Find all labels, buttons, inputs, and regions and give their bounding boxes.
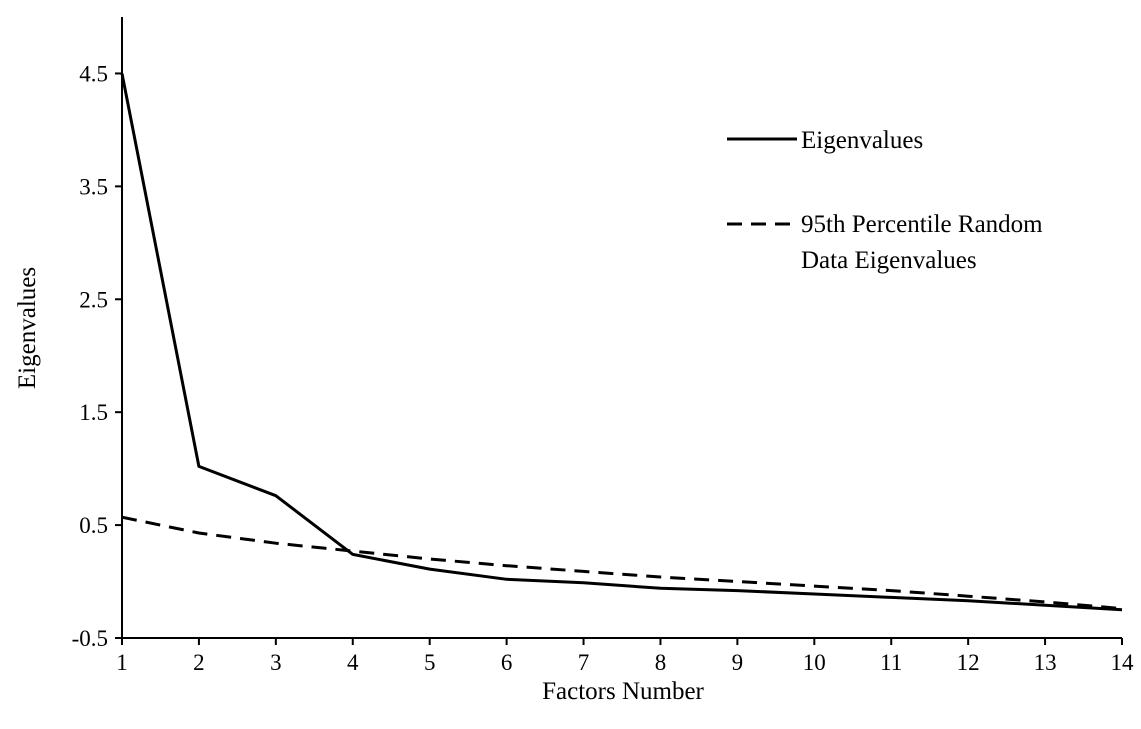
y-axis-title: Eigenvalues xyxy=(14,267,41,389)
y-tick-label: 4.5 xyxy=(79,61,108,86)
y-tick-label: 2.5 xyxy=(79,287,108,312)
series-lines xyxy=(120,73,1123,612)
y-tick-label: 3.5 xyxy=(79,174,108,199)
x-tick-label: 5 xyxy=(424,650,436,675)
x-tick-label: 2 xyxy=(193,650,205,675)
x-tick-label: 8 xyxy=(655,650,667,675)
y-tick-label: -0.5 xyxy=(72,626,108,651)
x-tick-label: 9 xyxy=(732,650,744,675)
x-tick-label: 13 xyxy=(1034,650,1057,675)
y-tick-label: 1.5 xyxy=(79,400,108,425)
x-tick-label: 10 xyxy=(803,650,826,675)
legend-label-eigenvalues: Eigenvalues xyxy=(801,127,923,154)
x-axis-title: Factors Number xyxy=(542,678,704,705)
tick-labels: -0.50.51.52.53.54.51 2 3 4 5 6 7 8 9 10 11 12 13 14 xyxy=(72,61,1134,675)
y-tick-label: 0.5 xyxy=(79,513,108,538)
x-tick-label: 6 xyxy=(501,650,513,675)
series-line-eigenvalues xyxy=(120,73,1123,612)
x-tick-label: 1 xyxy=(116,650,128,675)
series-line-random-data xyxy=(121,515,1123,611)
x-tick-label: 11 xyxy=(880,650,902,675)
legend-label-random-line-2: Data Eigenvalues xyxy=(801,247,977,274)
axes xyxy=(115,17,1123,645)
legend: Eigenvalues 95th Percentile Random Data … xyxy=(727,127,1043,274)
x-tick-label: 7 xyxy=(578,650,590,675)
x-tick-label: 12 xyxy=(957,650,980,675)
legend-label-random-line-1: 95th Percentile Random xyxy=(801,211,1043,238)
x-tick-label: 4 xyxy=(347,650,359,675)
x-tick-label: 3 xyxy=(270,650,282,675)
x-tick-label: 14 xyxy=(1111,650,1135,675)
